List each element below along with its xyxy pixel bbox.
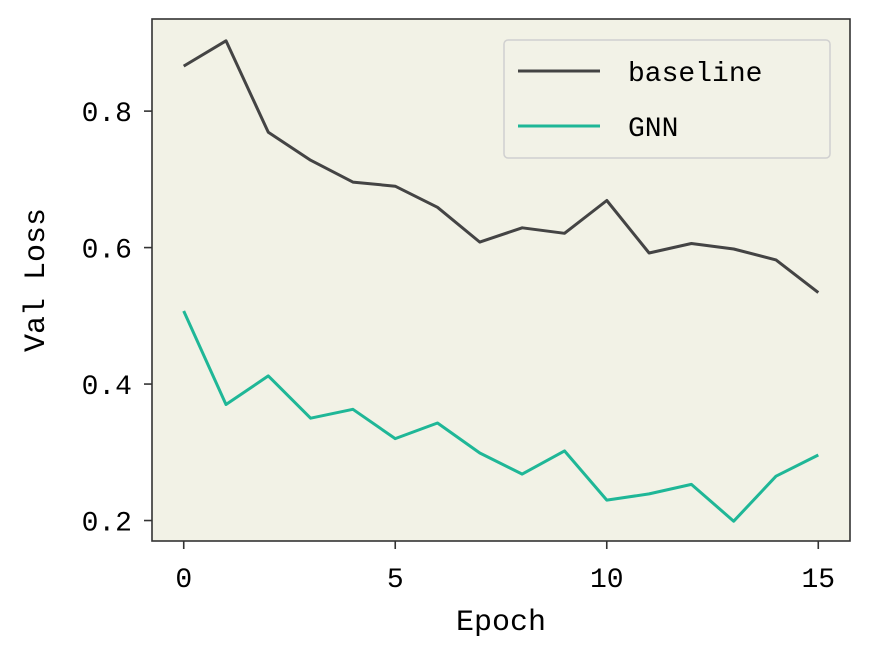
x-axis-label: Epoch <box>456 606 546 640</box>
legend: baseline GNN <box>503 39 831 159</box>
y-tick-label: 0.8 <box>82 99 132 130</box>
x-tick-label: 5 <box>387 565 404 596</box>
legend-label-baseline: baseline <box>628 59 762 90</box>
y-tick-label: 0.6 <box>82 236 132 267</box>
y-axis: 0.2 0.4 0.6 0.8 <box>82 99 152 540</box>
series-layer <box>182 39 820 523</box>
y-tick-label: 0.4 <box>82 372 132 403</box>
x-tick-label: 15 <box>801 565 835 596</box>
plot-frame <box>151 18 851 542</box>
series-line-baseline <box>182 39 820 294</box>
series-line-gnn <box>182 310 819 523</box>
x-tick-label: 0 <box>175 565 192 596</box>
x-axis: 0 5 10 15 <box>175 541 835 596</box>
y-tick-label: 0.2 <box>82 509 132 540</box>
y-axis-label: Val Loss <box>20 208 54 352</box>
legend-label-gnn: GNN <box>628 114 678 145</box>
x-tick-label: 10 <box>590 565 624 596</box>
